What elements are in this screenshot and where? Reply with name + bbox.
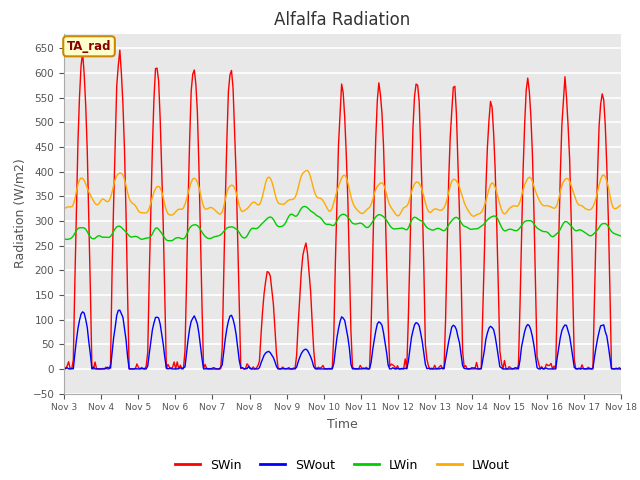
LWout	[244, 204, 252, 210]
SWin	[127, 366, 134, 372]
Legend: SWin, SWout, LWin, LWout: SWin, SWout, LWin, LWout	[170, 454, 515, 477]
SWin	[257, 333, 265, 338]
SWout	[307, 354, 314, 360]
LWout	[589, 204, 596, 210]
LWin	[255, 224, 263, 229]
SWout	[229, 316, 237, 322]
SWout	[131, 365, 139, 371]
SWout	[116, 307, 124, 313]
LWout	[60, 205, 68, 211]
LWout	[226, 183, 234, 189]
LWout	[303, 168, 311, 173]
Line: SWout: SWout	[64, 310, 621, 369]
LWin	[589, 232, 596, 238]
SWin	[60, 364, 68, 370]
LWin	[307, 208, 314, 214]
LWin	[301, 204, 308, 209]
Line: LWin: LWin	[64, 206, 621, 241]
SWin	[131, 366, 139, 372]
LWin	[228, 224, 236, 230]
LWout	[129, 200, 136, 206]
LWin	[167, 238, 175, 244]
SWin	[229, 85, 237, 91]
Text: TA_rad: TA_rad	[67, 40, 111, 53]
LWin	[617, 233, 625, 239]
SWin	[307, 288, 314, 294]
LWout	[254, 202, 262, 208]
Y-axis label: Radiation (W/m2): Radiation (W/m2)	[14, 159, 27, 268]
LWin	[60, 236, 68, 242]
SWout	[248, 366, 255, 372]
SWin	[617, 366, 625, 372]
Line: LWout: LWout	[64, 170, 621, 216]
SWout	[257, 360, 265, 366]
SWout	[60, 366, 68, 372]
SWin	[116, 47, 124, 53]
LWout	[305, 169, 313, 175]
Line: SWin: SWin	[64, 50, 621, 369]
Title: Alfalfa Radiation: Alfalfa Radiation	[275, 11, 410, 29]
X-axis label: Time: Time	[327, 418, 358, 431]
SWin	[248, 366, 255, 372]
SWout	[589, 366, 596, 372]
LWout	[617, 202, 625, 208]
LWin	[129, 234, 136, 240]
LWin	[246, 228, 254, 233]
LWout	[470, 214, 477, 219]
SWout	[93, 366, 100, 372]
SWin	[589, 365, 596, 371]
SWout	[617, 366, 625, 372]
